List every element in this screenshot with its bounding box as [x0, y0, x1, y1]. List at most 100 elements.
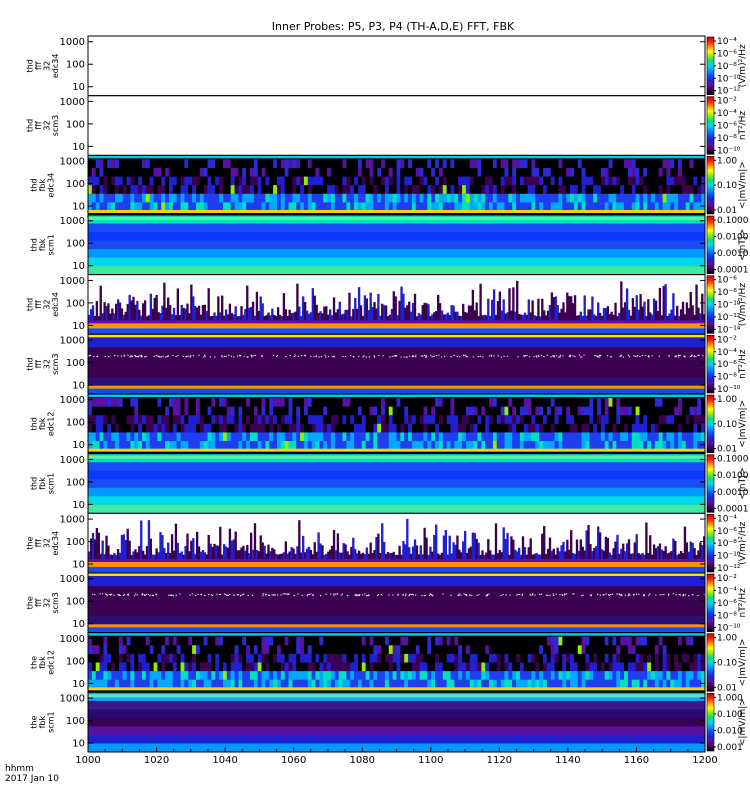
- x-tick-label: 1200: [692, 755, 717, 766]
- y-tick-label: 100: [66, 477, 85, 488]
- colorbar-tick-label: 0.0001: [717, 266, 749, 276]
- y-tick-label: 100: [66, 298, 85, 309]
- colorbar-tick-label: 10⁻⁸: [717, 288, 737, 298]
- panel-label-line: 32: [42, 598, 51, 608]
- y-tick-label: 10: [72, 500, 85, 511]
- panel-label-line: fbk: [38, 417, 47, 430]
- panel-p7-colorbar-unit: <|mV/m|>: [738, 400, 748, 448]
- y-tick-label: 1000: [60, 216, 85, 227]
- colorbar-tick-label: 10⁻²: [717, 335, 737, 345]
- y-tick-label: 1000: [60, 336, 85, 347]
- colorbar-tick-label: 1.00: [717, 634, 737, 644]
- y-tick-label: 1000: [60, 276, 85, 287]
- y-tick-label: 1000: [60, 694, 85, 705]
- panel-label-line: scm3: [51, 353, 60, 374]
- colorbar-tick-label: 0.10: [717, 181, 737, 191]
- colorbar-unit-label: nT²/Hz: [738, 349, 748, 379]
- panel-label-line: fff: [34, 360, 43, 369]
- panel-label-line: thd: [30, 179, 39, 192]
- panel-p5-colorbar-unit: (V/m)²/Hz: [738, 283, 748, 326]
- colorbar-tick-label: 0.0001: [717, 504, 749, 514]
- colorbar-tick-label: 10⁻⁸: [717, 539, 737, 549]
- panel-label-line: the: [25, 596, 34, 609]
- y-tick-label: 100: [66, 179, 85, 190]
- panel-label-line: 32: [42, 359, 51, 369]
- colorbar-tick-label: 10⁻⁴: [717, 586, 737, 596]
- panel-p4: 10 100 1000 thd fbk scm1 0.1000 0.0100 0.0010 0.0…: [30, 214, 749, 276]
- colorbar-unit-label: <|mV/m|>: [738, 698, 748, 746]
- colorbar-tick-label: 10⁻⁶: [717, 122, 737, 132]
- panel-label-line: fbk: [38, 477, 47, 490]
- panel-p3-colorbar: [706, 156, 715, 215]
- panel-p12-colorbar: [706, 693, 715, 752]
- y-tick-label: 100: [66, 537, 85, 548]
- panel-p4-image: [88, 215, 705, 275]
- panel-p9-colorbar: [706, 514, 715, 573]
- colorbar-tick-label: 0.0100: [717, 471, 749, 481]
- panel-p2-colorbar-unit: nT²/Hz: [738, 111, 748, 141]
- panel-p9-label: the fff 32 edc34: [25, 531, 60, 556]
- x-tick-label: 1160: [624, 755, 649, 766]
- panel-p1-frame: [87, 35, 706, 97]
- y-tick-label: 100: [66, 119, 85, 130]
- colorbar-tick-label: 10⁻¹⁰: [717, 385, 741, 395]
- colorbar-tick-label: 10⁻¹²: [717, 313, 741, 323]
- y-tick-label: 10: [72, 261, 85, 272]
- y-tick-label: 1000: [60, 37, 85, 48]
- colorbar-tick-label: 0.1000: [717, 216, 749, 226]
- colorbar-unit-label: <|mV/m|>: [738, 400, 748, 448]
- panel-label-line: scm3: [51, 592, 60, 613]
- panel-p9-colorbar-unit: (V/m)²/Hz: [738, 521, 748, 564]
- colorbar-tick-label: 10⁻¹⁰: [717, 146, 741, 156]
- panel-p8-colorbar-unit: <|nT|>: [738, 467, 748, 499]
- panel-p5-colorbar: [706, 275, 715, 334]
- colorbar-tick-label: 10⁻⁸: [717, 611, 737, 621]
- panel-p12: 10 100 1000 the fbk scm1 1.000 0.100 0.010 0.001<…: [30, 691, 748, 753]
- panel-label-line: edc12: [47, 650, 56, 675]
- colorbar-unit-label: (V/m)²/Hz: [738, 283, 748, 326]
- colorbar-tick-label: 10⁻¹²: [717, 87, 741, 97]
- panel-p8-image: [88, 453, 705, 514]
- x-axis-unit-label: hhmm: [5, 764, 34, 774]
- panel-p5-label: thd fff 32 edc34: [25, 292, 60, 317]
- panel-label-line: thd: [25, 358, 34, 371]
- panel-label-line: thd: [30, 238, 39, 251]
- colorbar-tick-label: 10⁻⁶: [717, 49, 737, 59]
- panel-p1-colorbar-unit: (V/m)²/Hz: [738, 44, 748, 87]
- colorbar-tick-label: 10⁻⁴: [717, 514, 737, 524]
- panel-p3-image: [88, 155, 705, 215]
- panel-p12-colorbar-unit: <|mV/m|>: [738, 698, 748, 746]
- y-tick-label: 100: [66, 418, 85, 429]
- panel-p5-image: [88, 274, 705, 335]
- colorbar-tick-label: 10⁻⁶: [717, 360, 737, 370]
- colorbar-tick-label: 0.0010: [717, 488, 749, 498]
- panel-p3: 10 100 1000 thd fbk edc34 1.00 0.10 0.01<|mV/m|>: [30, 154, 748, 216]
- x-axis-date-label: 2017 Jan 10: [5, 774, 59, 784]
- panel-p4-label: thd fbk scm1: [30, 234, 56, 255]
- panel-p11-colorbar: [706, 633, 715, 692]
- colorbar-tick-label: 10⁻⁶: [717, 527, 737, 537]
- panel-label-line: scm1: [47, 473, 56, 494]
- panel-p4-colorbar: [706, 215, 715, 274]
- panel-label-line: fbk: [38, 238, 47, 251]
- colorbar-tick-label: 0.001: [717, 743, 743, 753]
- panel-label-line: edc34: [51, 531, 60, 556]
- panel-label-line: fff: [34, 121, 43, 130]
- colorbar-tick-label: 10⁻⁸: [717, 373, 737, 383]
- panel-label-line: scm1: [47, 711, 56, 732]
- panel-p8-label: thd fbk scm1: [30, 473, 56, 494]
- y-tick-label: 100: [66, 656, 85, 667]
- chart-title: Inner Probes: P5, P3, P4 (TH-A,D,E) FFT,…: [272, 20, 515, 33]
- y-tick-label: 10: [72, 560, 85, 571]
- colorbar-tick-label: 0.01: [717, 206, 737, 216]
- colorbar-tick-label: 10⁻¹⁰: [717, 74, 741, 84]
- y-tick-label: 1000: [60, 574, 85, 585]
- colorbar-tick-label: 0.0100: [717, 233, 749, 243]
- panel-p11: 10 100 1000 the fbk edc12 1.00 0.10 0.01<|mV/m|>: [30, 632, 748, 693]
- colorbar-tick-label: 10⁻⁴: [717, 109, 737, 119]
- panel-p11-colorbar-unit: <|mV/m|>: [738, 639, 748, 687]
